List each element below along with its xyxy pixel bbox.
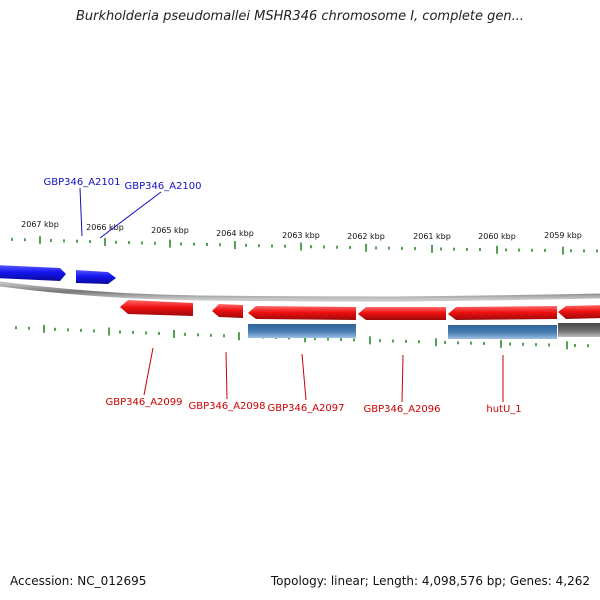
leader-line: [401, 354, 404, 403]
tick-label-2060: 2060 kbp: [478, 232, 516, 241]
gene-feature[interactable]: [358, 307, 446, 320]
gene-feature[interactable]: [448, 306, 557, 320]
gene-feature[interactable]: [558, 305, 600, 319]
cds-features: [248, 323, 600, 339]
tick-label-2066: 2066 kbp: [86, 223, 124, 232]
tick-label-2063: 2063 kbp: [282, 231, 320, 240]
gene-label-reverse[interactable]: GBP346_A2099: [105, 397, 182, 408]
gene-label-reverse[interactable]: GBP346_A2098: [188, 401, 265, 412]
gene-label-reverse[interactable]: GBP346_A2097: [267, 403, 344, 414]
leader-line: [301, 353, 307, 401]
forward-strand-genes: [0, 265, 116, 284]
gene-label-reverse[interactable]: hutU_1: [486, 404, 521, 415]
tick-label-2064: 2064 kbp: [216, 229, 254, 238]
summary-text: Topology: linear; Length: 4,098,576 bp; …: [270, 574, 590, 588]
gene-feature[interactable]: [76, 270, 116, 284]
reverse-strand-genes: [120, 300, 600, 320]
sequence-title: Burkholderia pseudomallei MSHR346 chromo…: [75, 9, 525, 24]
sequence-backbone: [0, 281, 600, 302]
gene-label-reverse[interactable]: GBP346_A2096: [363, 404, 440, 415]
gene-feature[interactable]: [212, 304, 243, 318]
upper-scale-ticks: [11, 236, 598, 255]
tick-label-2059: 2059 kbp: [544, 231, 582, 240]
cds-feature[interactable]: [558, 323, 600, 337]
cds-feature[interactable]: [248, 324, 356, 338]
gene-feature[interactable]: [120, 300, 193, 316]
gene-label-forward[interactable]: GBP346_A2101: [43, 177, 120, 188]
scale-labels: 2067 kbp 2066 kbp 2065 kbp 2064 kbp 2063…: [21, 220, 582, 241]
tick-label-2062: 2062 kbp: [347, 232, 385, 241]
cds-feature[interactable]: [448, 325, 557, 339]
gene-label-forward[interactable]: GBP346_A2100: [124, 181, 201, 192]
leader-line: [79, 187, 83, 237]
gene-feature[interactable]: [248, 306, 356, 320]
accession-text: Accession: NC_012695: [10, 574, 147, 588]
tick-label-2067: 2067 kbp: [21, 220, 59, 229]
leader-line: [143, 347, 154, 396]
tick-label-2065: 2065 kbp: [151, 226, 189, 235]
leader-line: [225, 351, 228, 400]
lower-scale-ticks: [15, 324, 589, 350]
tick-label-2061: 2061 kbp: [413, 232, 451, 241]
label-leader-lines: [79, 187, 504, 403]
gene-feature[interactable]: [0, 265, 66, 281]
gene-labels: GBP346_A2101 GBP346_A2100 GBP346_A2099 G…: [43, 177, 521, 415]
leader-line: [99, 191, 162, 239]
